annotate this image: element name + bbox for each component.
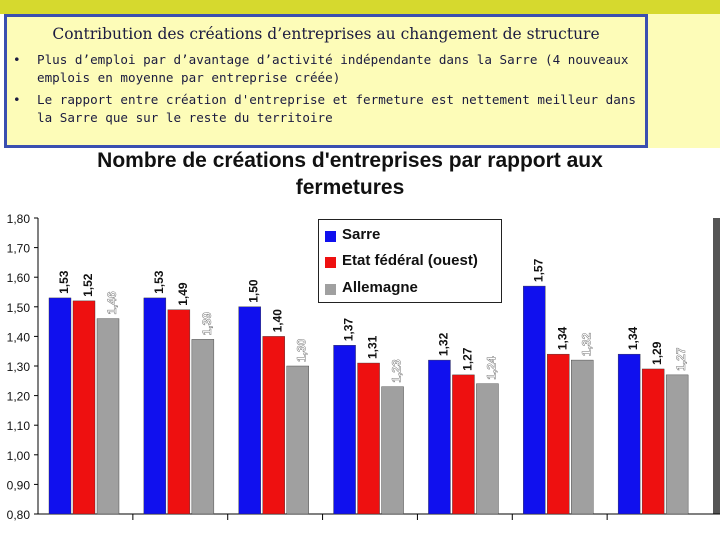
data-label: 1,34 xyxy=(626,326,640,350)
bullet-icon: • xyxy=(13,52,21,67)
data-label: 1,53 xyxy=(152,270,166,294)
bar-sarre xyxy=(523,285,546,515)
data-label: 1,29 xyxy=(650,341,664,365)
data-label: 1,37 xyxy=(342,318,356,342)
data-label: 1,39 xyxy=(200,312,214,336)
bullet-item: • Le rapport entre création d'entreprise … xyxy=(13,91,641,127)
data-label: 1,27 xyxy=(460,347,474,371)
header-background xyxy=(648,14,720,148)
data-label: 1,52 xyxy=(81,273,95,297)
bar-allemagne xyxy=(191,339,215,515)
data-label: 1,34 xyxy=(555,326,569,350)
chart-title: Nombre de créations d'entreprises par ra… xyxy=(97,149,603,199)
bar-allemagne xyxy=(381,386,404,515)
data-label: 1,30 xyxy=(295,338,309,362)
bar-allemagne xyxy=(96,318,120,515)
bar-chart: 0,80 0,90 1,00 1,10 1,20 1,30 1,40 1,50 1,60 1,70… xyxy=(7,212,720,522)
bar-allemagne xyxy=(665,374,689,515)
y-tick-label: 1,70 xyxy=(7,242,31,256)
bar-etat-f-d-ral-ouest- xyxy=(547,353,570,515)
y-tick-label: 1,10 xyxy=(7,419,31,433)
top-stripe xyxy=(0,0,720,14)
y-tick-label: 0,90 xyxy=(7,478,31,492)
data-label: 1,31 xyxy=(366,335,380,359)
data-label: 1,24 xyxy=(484,356,498,380)
bar-etat-f-d-ral-ouest- xyxy=(357,362,380,515)
data-label: 1,32 xyxy=(579,332,593,356)
legend-label-etat-federal: Etat fédéral (ouest) xyxy=(342,252,478,269)
legend-swatch-allemagne xyxy=(325,284,336,295)
bar-allemagne xyxy=(286,365,309,515)
y-tick-label: 0,80 xyxy=(7,508,31,522)
bar-etat-f-d-ral-ouest- xyxy=(72,300,96,515)
y-tick-label: 1,50 xyxy=(7,301,31,315)
bar-allemagne xyxy=(476,383,499,515)
legend: Sarre Etat fédéral (ouest) Allemagne xyxy=(318,219,502,303)
header-box: Contribution des créations d’entreprises… xyxy=(4,14,648,148)
legend-label-allemagne: Allemagne xyxy=(342,279,418,296)
bullet-icon: • xyxy=(13,92,21,107)
y-tick-label: 1,00 xyxy=(7,449,31,463)
data-label: 1,53 xyxy=(57,270,71,294)
y-tick-label: 1,30 xyxy=(7,360,31,374)
data-label: 1,32 xyxy=(436,332,450,356)
bullet-item: • Plus d’emploi par d’avantage d’activité… xyxy=(13,51,641,87)
data-label: 1,23 xyxy=(390,359,404,383)
data-label: 1,27 xyxy=(674,347,688,371)
bar-etat-f-d-ral-ouest- xyxy=(262,336,285,515)
bar-sarre xyxy=(617,353,641,515)
bar-sarre xyxy=(238,306,261,515)
bullet-text: Le rapport entre création d'entreprise e… xyxy=(37,92,636,125)
data-label: 1,46 xyxy=(105,291,119,315)
bar-sarre xyxy=(48,297,72,515)
bar-allemagne xyxy=(571,359,594,515)
bullet-list: • Plus d’emploi par d’avantage d’activité… xyxy=(13,51,641,131)
legend-swatch-etat-federal xyxy=(325,257,336,268)
bar-sarre xyxy=(143,297,167,515)
data-label: 1,40 xyxy=(271,309,285,333)
bar-etat-f-d-ral-ouest- xyxy=(641,368,665,515)
legend-swatch-sarre xyxy=(325,231,336,242)
bar-etat-f-d-ral-ouest- xyxy=(167,309,191,515)
y-tick-label: 1,40 xyxy=(7,330,31,344)
bar-sarre xyxy=(333,345,356,515)
y-tick-label: 1,80 xyxy=(7,212,31,226)
data-label: 1,50 xyxy=(247,279,261,303)
data-label: 1,49 xyxy=(176,282,190,306)
bullet-text: Plus d’emploi par d’avantage d’activité … xyxy=(37,52,629,85)
y-tick-label: 1,20 xyxy=(7,390,31,404)
legend-label-sarre: Sarre xyxy=(342,226,381,243)
y-tick-label: 1,60 xyxy=(7,271,31,285)
chart-shadow xyxy=(713,218,720,514)
slide-title: Contribution des créations d’entreprises… xyxy=(52,25,600,43)
data-label: 1,57 xyxy=(531,258,545,282)
bar-sarre xyxy=(428,359,451,515)
bar-etat-f-d-ral-ouest- xyxy=(452,374,475,515)
